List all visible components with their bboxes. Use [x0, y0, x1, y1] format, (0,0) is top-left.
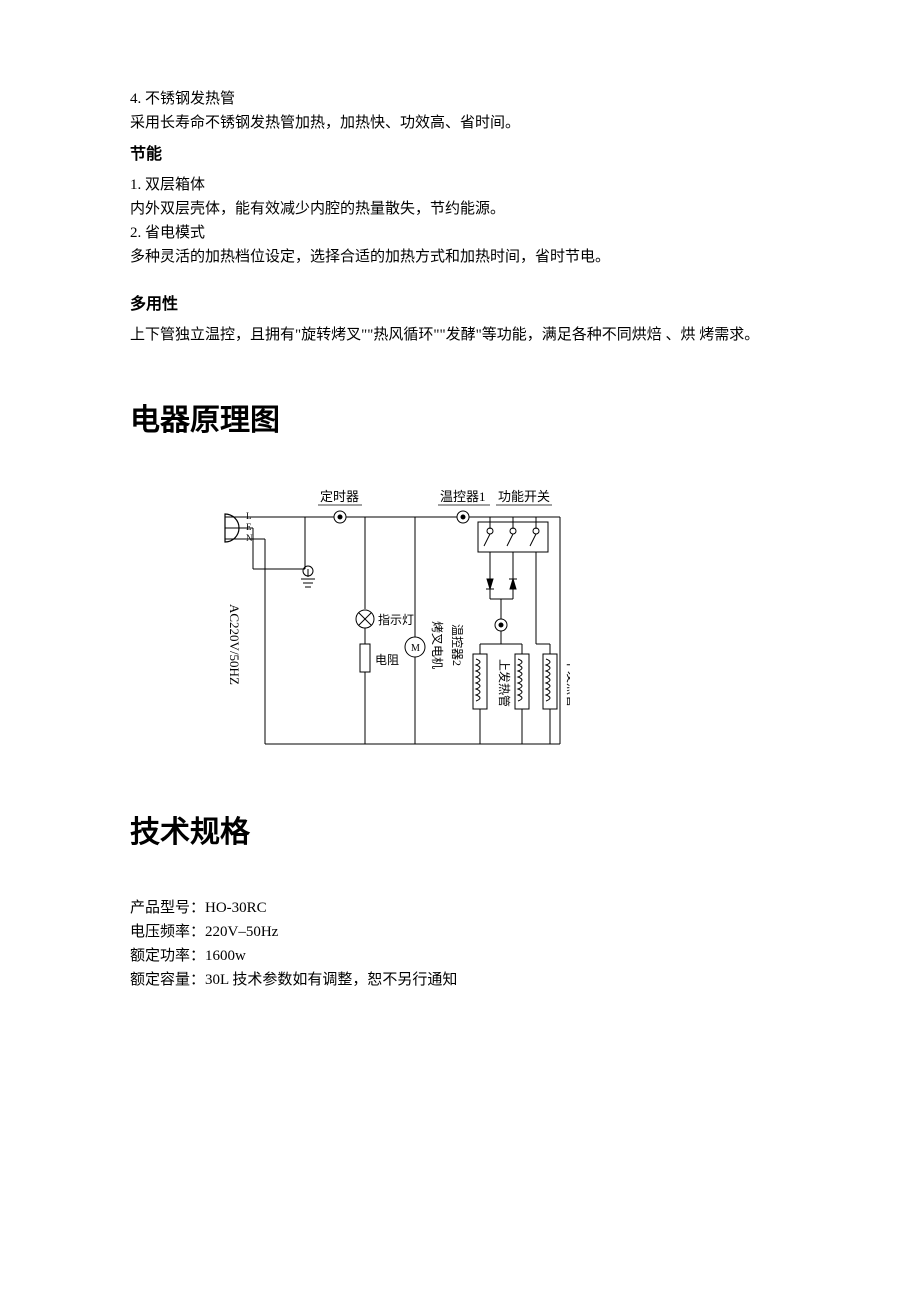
item-desc: 内外双层壳体，能有效减少内腔的热量散失，节约能源。: [130, 198, 790, 221]
label-rot-motor: 烤叉电机: [430, 621, 445, 669]
spec-label: 额定容量：: [130, 972, 205, 988]
item-number: 1.: [130, 177, 141, 193]
spec-model: 产品型号：HO-30RC: [130, 896, 790, 920]
label-thermo2: 温控器2: [450, 624, 464, 666]
spec-label: 额定功率：: [130, 948, 205, 964]
label-thermo1: 温控器1: [440, 489, 486, 504]
energy-item-2: 2. 省电模式: [130, 222, 790, 245]
item-desc: 多种灵活的加热档位设定，选择合适的加热方式和加热时间，省时节电。: [130, 246, 790, 269]
spec-value: HO-30RC: [205, 900, 267, 916]
label-L: L: [246, 511, 252, 521]
spec-label: 电压频率：: [130, 924, 205, 940]
label-upper-tube: 上发热管: [497, 659, 512, 707]
versatility-desc: 上下管独立温控，且拥有"旋转烤叉""热风循环""发酵"等功能，满足各种不同烘焙 …: [130, 324, 790, 347]
heading-specs: 技术规格: [130, 807, 790, 851]
heading-versatility: 多用性: [130, 290, 790, 314]
label-E: E: [246, 522, 252, 532]
spec-value: 30L 技术参数如有调整，恕不另行通知: [205, 972, 457, 988]
spec-voltage: 电压频率：220V–50Hz: [130, 920, 790, 944]
label-lower-tube: 下发热管: [565, 659, 570, 707]
heading-energy: 节能: [130, 140, 790, 164]
item-title: 不锈钢发热管: [145, 91, 235, 107]
label-timer: 定时器: [320, 489, 359, 504]
spec-capacity: 额定容量：30L 技术参数如有调整，恕不另行通知: [130, 968, 790, 992]
spec-value: 220V–50Hz: [205, 924, 278, 940]
spec-label: 产品型号：: [130, 900, 205, 916]
energy-item-1: 1. 双层箱体: [130, 174, 790, 197]
spec-value: 1600w: [205, 948, 246, 964]
item-number: 2.: [130, 225, 141, 241]
item-desc: 采用长寿命不锈钢发热管加热，加热快、功效高、省时间。: [130, 112, 790, 135]
label-M: M: [411, 643, 420, 654]
heading-circuit-diagram: 电器原理图: [130, 395, 790, 439]
label-N: N: [246, 533, 253, 543]
label-ac: AC220V/50HZ: [227, 604, 242, 685]
item-title: 省电模式: [145, 225, 205, 241]
feature-item-4: 4. 不锈钢发热管: [130, 88, 790, 111]
label-indicator: 指示灯: [378, 612, 414, 627]
item-title: 双层箱体: [145, 177, 205, 193]
spec-power: 额定功率：1600w: [130, 944, 790, 968]
item-number: 4.: [130, 91, 141, 107]
specs-block: 产品型号：HO-30RC 电压频率：220V–50Hz 额定功率：1600w 额…: [130, 896, 790, 992]
circuit-diagram: L E N 定时器 温控器1 功能开关 指示灯 电阻 M AC220V/50HZ…: [190, 479, 570, 759]
label-resistor: 电阻: [375, 653, 399, 667]
label-func-switch: 功能开关: [498, 489, 550, 504]
document-content: 4. 不锈钢发热管 采用长寿命不锈钢发热管加热，加热快、功效高、省时间。 节能 …: [130, 88, 790, 992]
